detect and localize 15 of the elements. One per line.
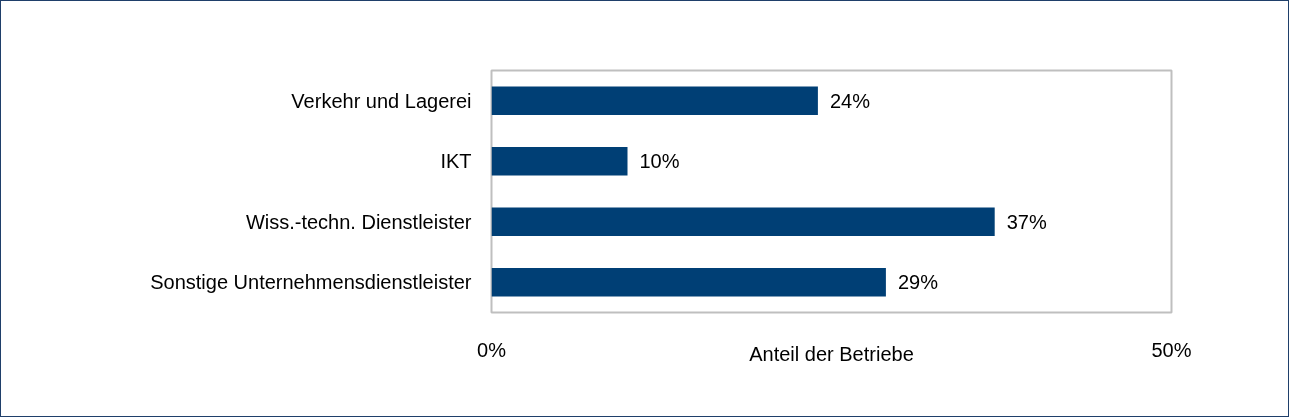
- y-tick-label: Wiss.-techn. Dienstleister: [245, 210, 472, 233]
- bar: [491, 147, 628, 176]
- y-tick-label: IKT: [440, 150, 472, 173]
- x-tick-label: 0%: [477, 338, 507, 361]
- data-label: 10%: [639, 150, 680, 173]
- bar: [491, 86, 818, 115]
- x-axis-title: Anteil der Betriebe: [749, 342, 914, 365]
- data-label: 29%: [897, 271, 939, 294]
- x-tick-label: 50%: [1151, 338, 1192, 361]
- y-tick-label: Verkehr und Lagerei: [291, 89, 472, 112]
- bar: [491, 268, 886, 297]
- data-label: 37%: [1006, 210, 1047, 233]
- data-label: 24%: [829, 89, 871, 112]
- y-tick-label: Sonstige Unternehmensdienstleister: [150, 271, 472, 294]
- bar: [491, 207, 995, 236]
